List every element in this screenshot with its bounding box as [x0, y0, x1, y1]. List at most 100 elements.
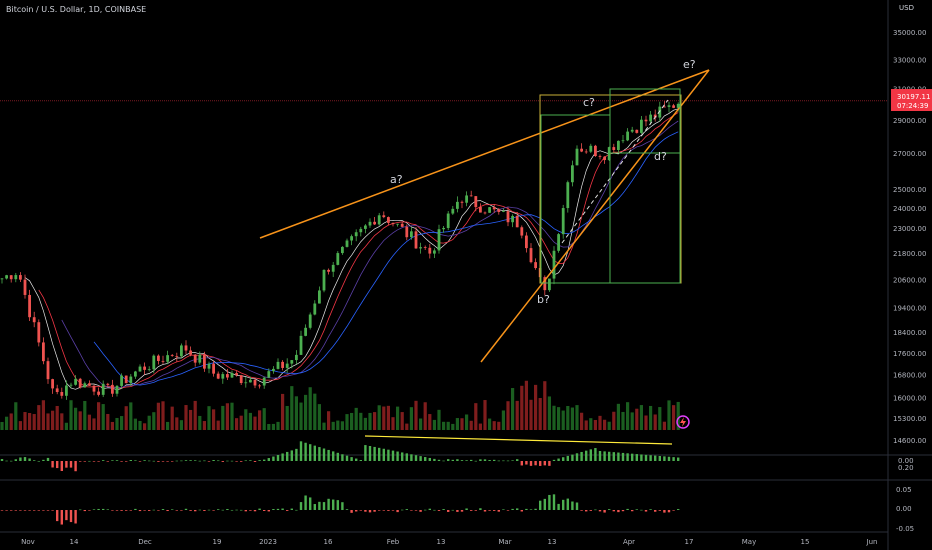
ind2-bar-114 — [525, 508, 528, 510]
volume-bar-36 — [166, 421, 170, 430]
ind1-bar-108 — [497, 460, 500, 462]
ind1-bar-54 — [249, 460, 252, 461]
ind2-tick-0: 0.05 — [896, 486, 912, 494]
volume-bar-117 — [538, 398, 542, 430]
ind1-bar-139 — [640, 454, 643, 461]
volume-bar-51 — [235, 418, 239, 430]
ind2-bar-144 — [663, 510, 666, 513]
ind1-bar-140 — [644, 454, 648, 461]
ind1-bar-6 — [28, 458, 31, 461]
volume-bar-68 — [313, 393, 317, 430]
ind2-bar-40 — [184, 508, 188, 510]
ind1-bar-66 — [304, 442, 307, 461]
volume-bar-88 — [405, 423, 409, 430]
upper-trendline — [259, 69, 710, 239]
ind1-bar-146 — [672, 457, 675, 461]
ind1-bar-26 — [120, 461, 123, 462]
ind1-bar-57 — [263, 459, 266, 461]
ind1-bar-114 — [525, 461, 528, 465]
volume-bar-130 — [598, 415, 602, 430]
ind1-bar-103 — [474, 460, 477, 462]
ind2-bar-8 — [37, 510, 40, 511]
candle-body-72 — [331, 264, 335, 272]
ind2-bar-3 — [14, 510, 17, 511]
volume-bar-111 — [511, 388, 515, 430]
divergence-line — [364, 435, 673, 445]
ind2-bar-57 — [263, 510, 266, 511]
ind2-bar-44 — [203, 510, 206, 511]
ind2-bar-73 — [336, 500, 339, 510]
candle-body-104 — [479, 207, 482, 213]
ind1-bar-50 — [230, 460, 234, 462]
volume-bar-77 — [354, 407, 358, 430]
volume-bar-19 — [87, 414, 91, 430]
candle-body-24 — [111, 384, 114, 394]
lightning-icon[interactable] — [676, 415, 690, 429]
ind2-bar-104 — [479, 508, 482, 510]
candle-body-68 — [313, 303, 317, 315]
ind2-bar-53 — [244, 510, 247, 512]
ind1-bar-78 — [359, 460, 362, 461]
ind1-bar-110 — [506, 460, 510, 462]
ind2-bar-26 — [120, 510, 123, 511]
ind2-bar-134 — [617, 510, 620, 513]
volume-bar-105 — [483, 400, 487, 430]
volume-bar-55 — [253, 416, 257, 430]
ind2-bar-136 — [626, 508, 629, 510]
price-tick-11: 18400.00 — [893, 329, 926, 337]
drawings[interactable] — [259, 69, 710, 363]
ind2-bar-39 — [180, 510, 183, 511]
ind1-bar-113 — [520, 461, 523, 466]
volume-bar-40 — [184, 405, 188, 430]
ind1-bar-20 — [92, 461, 96, 462]
ind2-bar-131 — [603, 510, 606, 513]
ind1-bar-86 — [396, 451, 399, 461]
volume-bar-129 — [593, 419, 597, 430]
ind2-bar-36 — [166, 510, 169, 512]
volume-bar-72 — [331, 421, 335, 430]
candle-body-88 — [405, 226, 409, 238]
ind1-bar-77 — [355, 458, 358, 461]
candle-body-31 — [143, 366, 146, 370]
ind2-bar-103 — [474, 510, 477, 511]
last-price-badge — [891, 89, 932, 111]
ind1-bar-48 — [221, 461, 224, 462]
volume-bar-134 — [616, 403, 620, 430]
ind1-bar-9 — [42, 459, 45, 461]
ind1-bar-129 — [594, 448, 597, 461]
ind2-tick-1: 0.00 — [896, 505, 912, 513]
ind2-bar-124 — [571, 501, 574, 510]
candle-body-22 — [101, 383, 105, 395]
ind2-bar-56 — [258, 508, 261, 510]
ind2-bar-24 — [111, 510, 114, 511]
ind1-bar-145 — [667, 456, 671, 461]
volume-bar-28 — [129, 402, 133, 430]
ind2-bar-14 — [65, 510, 68, 521]
volume-bar-60 — [276, 421, 280, 430]
candle-body-132 — [607, 147, 611, 161]
ind1-bar-102 — [470, 459, 473, 461]
ind2-bar-90 — [414, 510, 418, 511]
ind2-bar-98 — [451, 509, 454, 511]
candle-body-47 — [216, 373, 220, 379]
volume-bar-26 — [120, 416, 124, 430]
ma-long-line — [93, 131, 679, 386]
volume-bar-2 — [9, 413, 13, 430]
ma-mid-line — [38, 112, 679, 389]
volume-bar-41 — [189, 409, 193, 430]
candle-body-83 — [382, 215, 386, 218]
ind1-bar-5 — [23, 457, 27, 461]
ind1-bar-123 — [566, 455, 569, 461]
time-label-0: Nov — [21, 538, 35, 546]
volume-bar-92 — [423, 402, 427, 430]
ind2-bar-16 — [74, 510, 77, 524]
volume-bar-140 — [644, 415, 648, 430]
ind1-bar-124 — [571, 454, 574, 461]
ind2-bar-85 — [391, 510, 395, 511]
volume-bar-61 — [281, 393, 285, 430]
volume-bar-145 — [667, 400, 671, 430]
candle-body-65 — [299, 335, 303, 355]
candle-body-91 — [419, 247, 422, 249]
volume-bar-84 — [386, 405, 390, 430]
